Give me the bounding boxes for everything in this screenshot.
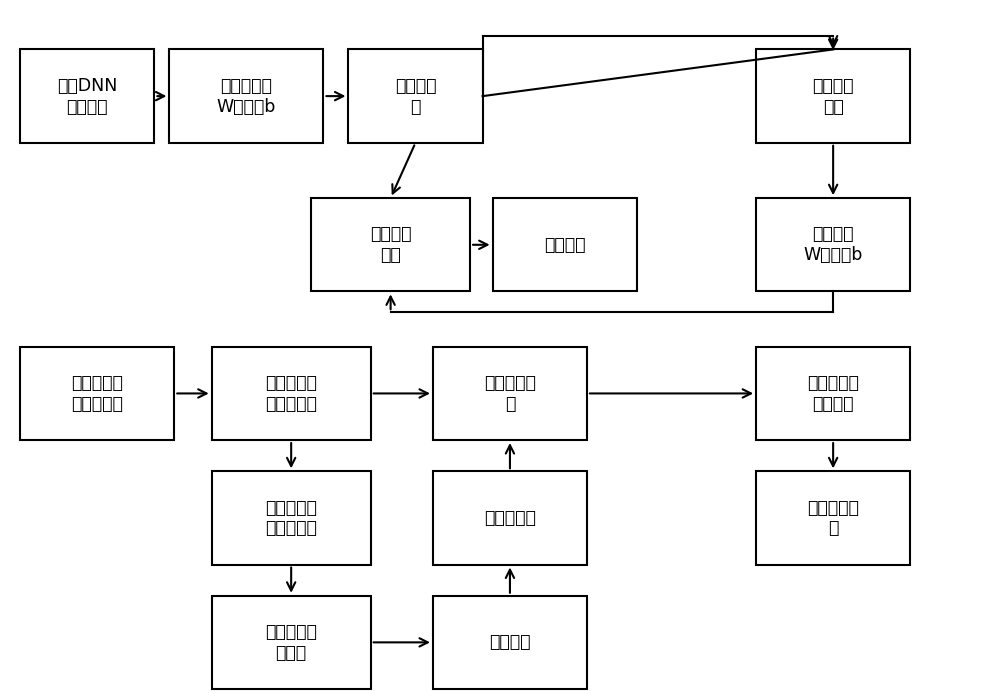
Bar [493, 198, 637, 291]
Text: 初始化权重
W和偏置b: 初始化权重 W和偏置b [217, 77, 276, 116]
Text: 图像分割分
割图像前景: 图像分割分 割图像前景 [265, 498, 317, 537]
Bar [433, 596, 587, 689]
Text: 直方图均衡
化处理: 直方图均衡 化处理 [265, 623, 317, 661]
Bar [433, 347, 587, 440]
Text: 损失计算: 损失计算 [544, 236, 585, 254]
Text: 识别出病虫
害: 识别出病虫 害 [807, 498, 859, 537]
Text: 更新权重
W和偏置b: 更新权重 W和偏置b [803, 225, 863, 264]
Bar [212, 596, 371, 689]
Bar [212, 471, 371, 565]
Bar [212, 347, 371, 440]
Bar [348, 49, 483, 143]
Bar [20, 49, 154, 143]
Bar [311, 198, 470, 291]
Text: 搭建DNN
网络模型: 搭建DNN 网络模型 [57, 77, 117, 116]
Text: 斑点检测: 斑点检测 [489, 634, 531, 652]
Text: 训练完成的
神经网络: 训练完成的 神经网络 [807, 374, 859, 413]
Text: 输入摄像头
捕获的图像: 输入摄像头 捕获的图像 [71, 374, 123, 413]
Bar [756, 471, 910, 565]
Bar [756, 198, 910, 291]
Bar [756, 347, 910, 440]
Text: 获取特征图
像: 获取特征图 像 [484, 374, 536, 413]
Bar [433, 471, 587, 565]
Bar [20, 347, 174, 440]
Text: 输入数据
集: 输入数据 集 [395, 77, 436, 116]
Bar [169, 49, 323, 143]
Bar [756, 49, 910, 143]
Text: 前向传播
计算: 前向传播 计算 [370, 225, 411, 264]
Text: 用图像金字
塔进行缩放: 用图像金字 塔进行缩放 [265, 374, 317, 413]
Text: 后向传播
计算: 后向传播 计算 [812, 77, 854, 116]
Text: 开运算操作: 开运算操作 [484, 509, 536, 527]
